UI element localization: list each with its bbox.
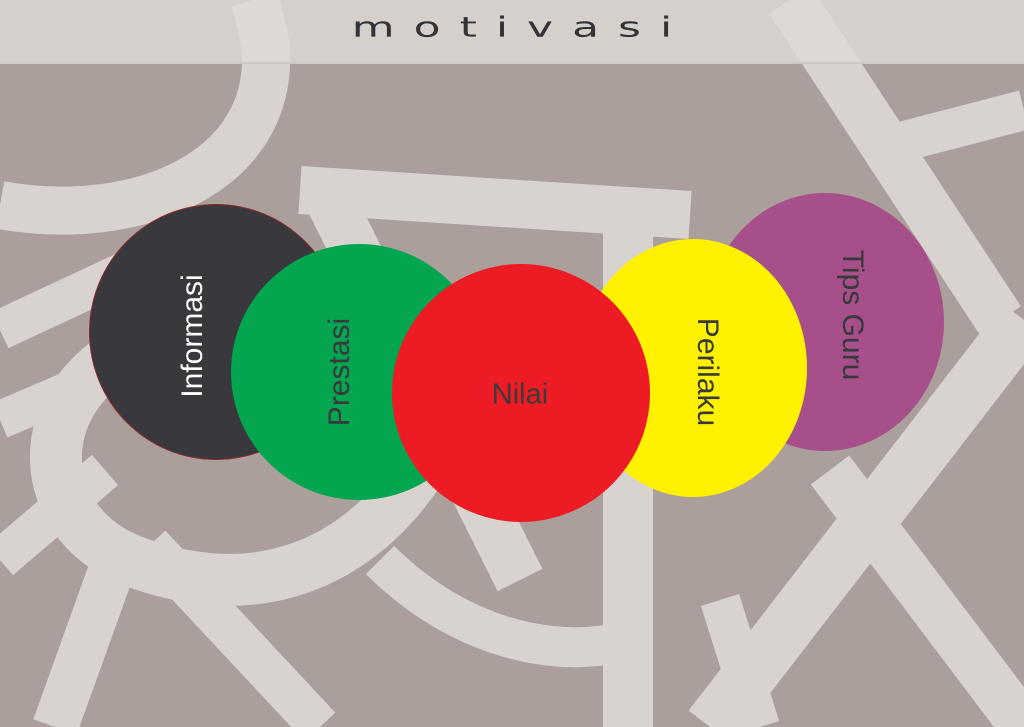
title-banner: motivasi (0, 0, 1024, 64)
perilaku-label: Perilaku (691, 317, 724, 427)
page-title: motivasi (351, 11, 692, 44)
informasi-label: Informasi (176, 274, 209, 398)
nilai-circle[interactable]: Nilai (392, 264, 650, 522)
prestasi-label: Prestasi (323, 317, 356, 427)
nilai-label: Nilai (491, 378, 549, 411)
tips-guru-label: Tips Guru (836, 249, 869, 381)
